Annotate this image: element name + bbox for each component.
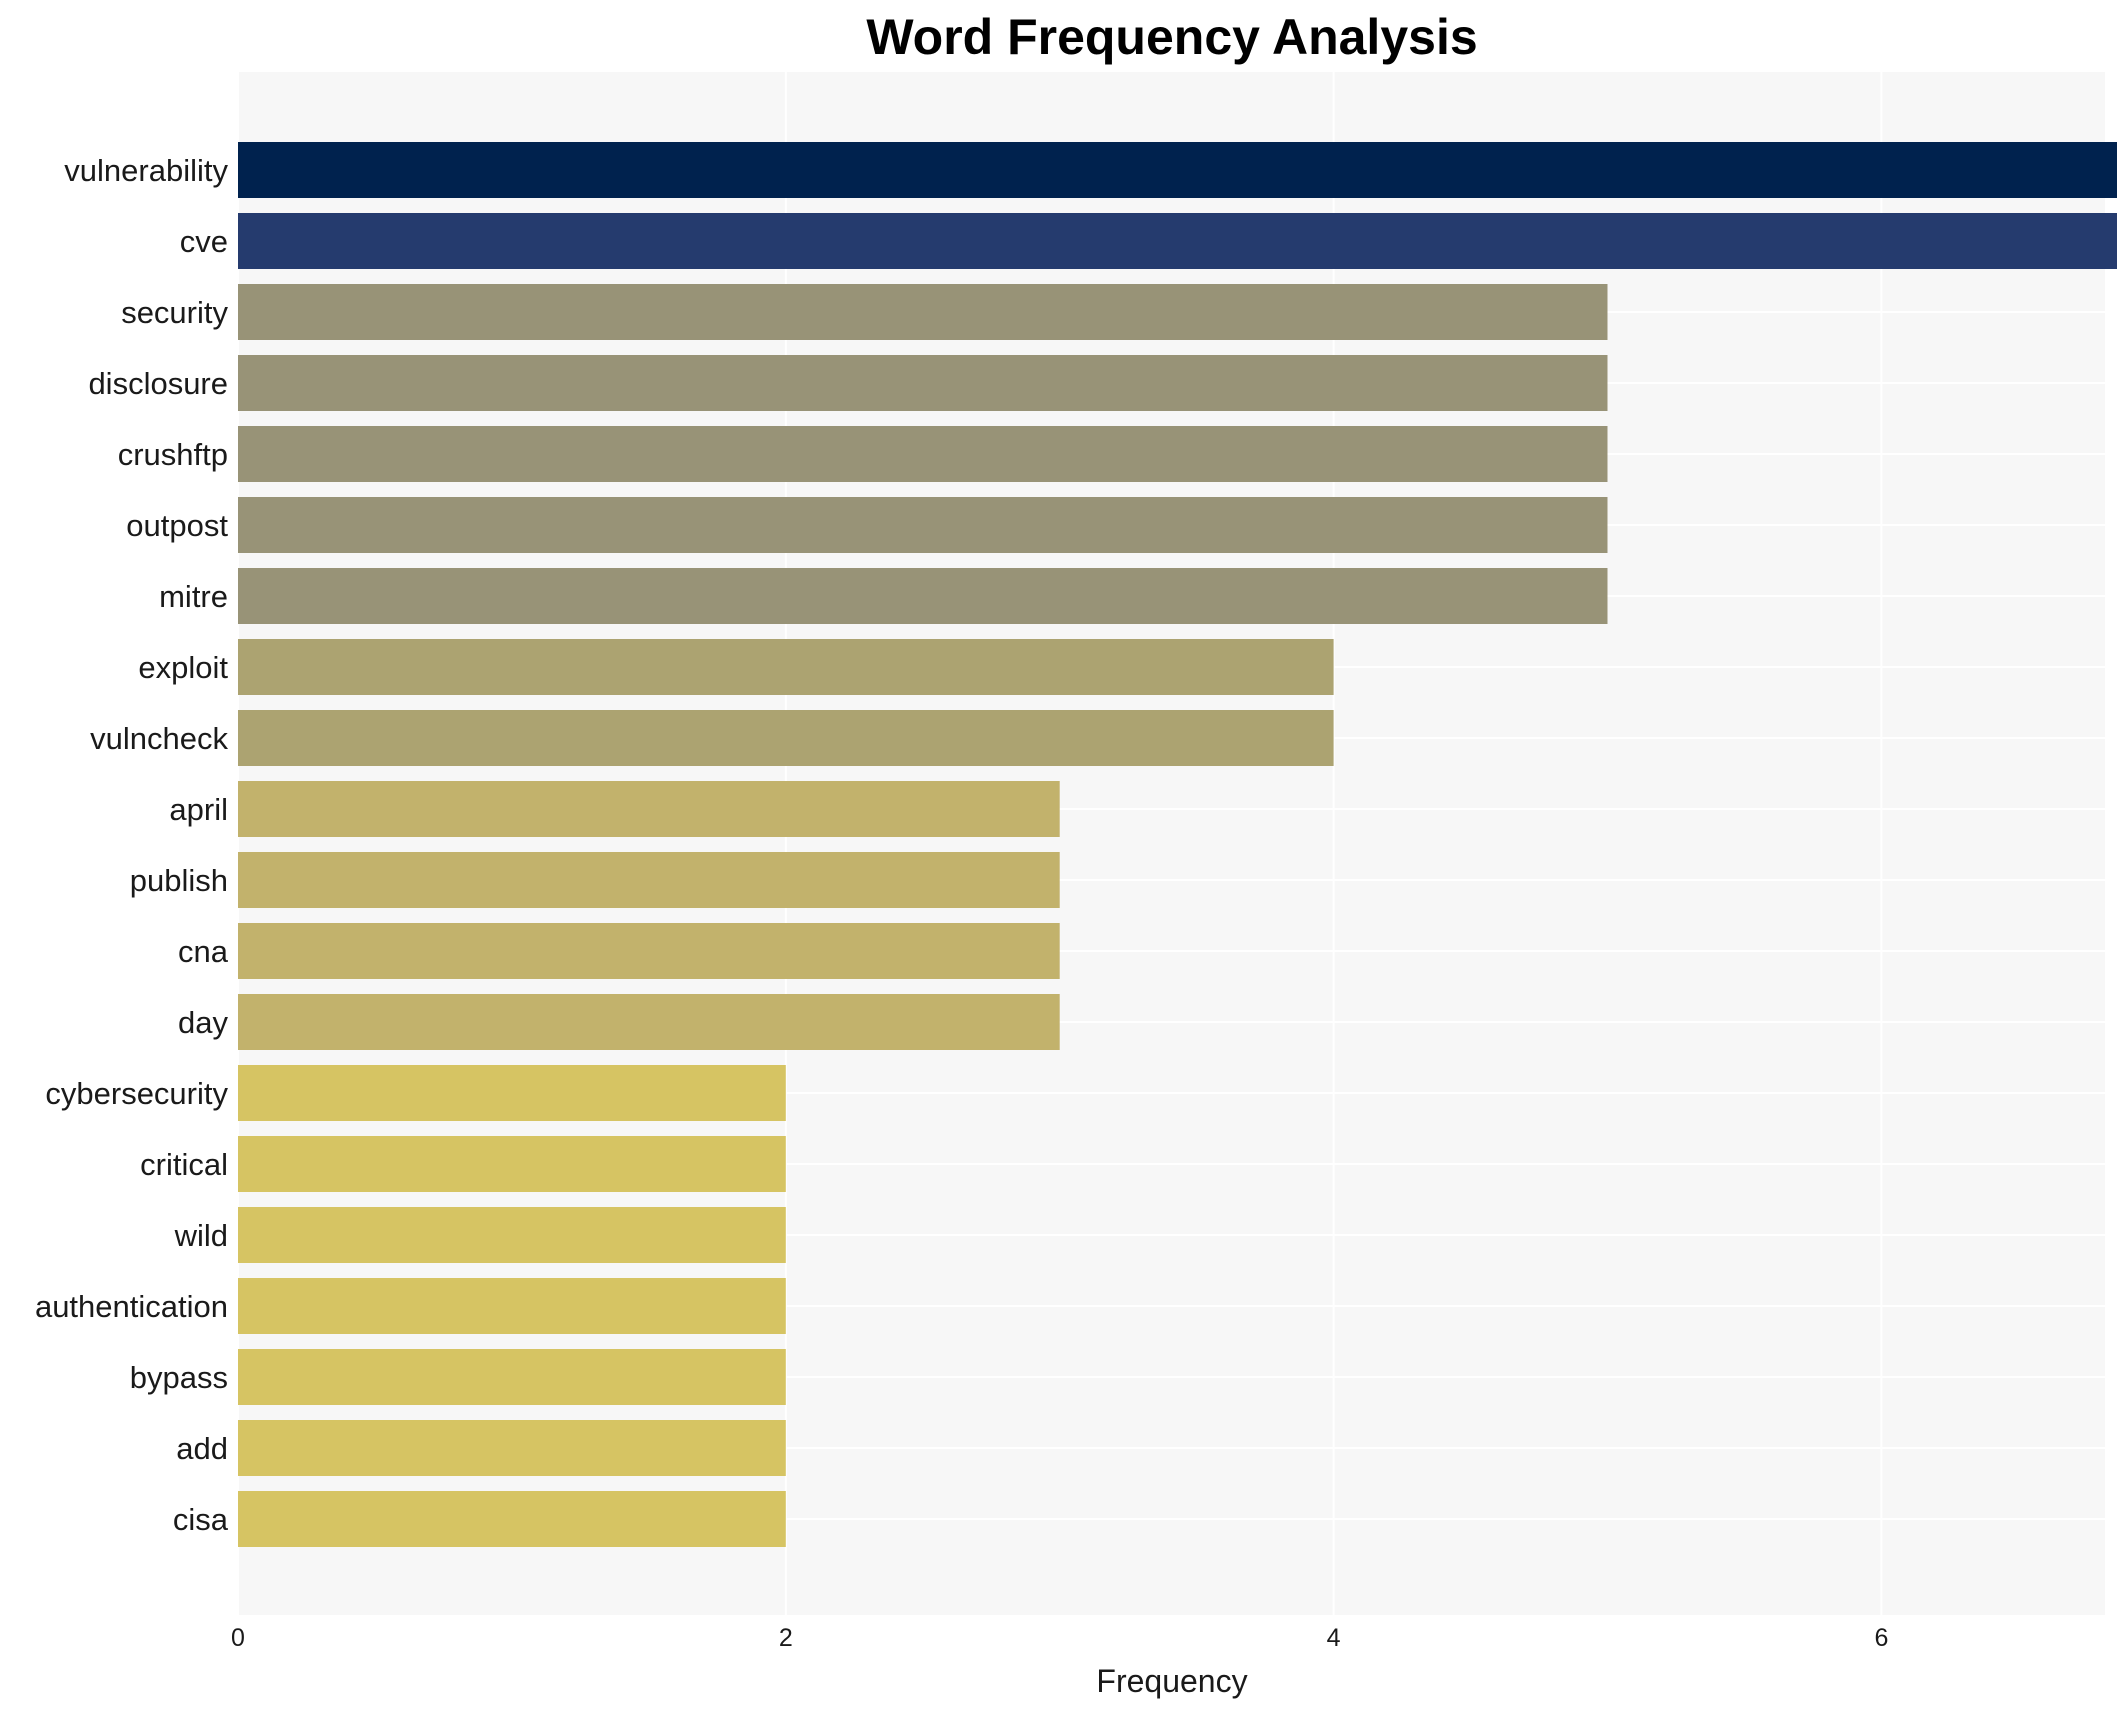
x-axis-ticks: 024681012 xyxy=(231,1624,1888,1652)
category-label-cve: cve xyxy=(180,224,228,259)
category-label-security: security xyxy=(121,295,228,330)
bar-vulnerability xyxy=(238,142,2117,198)
chart-title: Word Frequency Analysis xyxy=(866,9,1477,65)
bar-cybersecurity xyxy=(238,1065,786,1121)
category-label-add: add xyxy=(176,1431,228,1466)
bar-day xyxy=(238,994,1060,1050)
category-label-day: day xyxy=(178,1005,228,1040)
bar-publish xyxy=(238,852,1060,908)
category-label-cna: cna xyxy=(178,934,229,969)
x-tick-label: 6 xyxy=(1874,1624,1888,1652)
bar-add xyxy=(238,1420,786,1476)
bar-wild xyxy=(238,1207,786,1263)
category-label-wild: wild xyxy=(174,1218,228,1253)
category-label-crushftp: crushftp xyxy=(118,437,228,472)
x-tick-label: 0 xyxy=(231,1624,245,1652)
bar-mitre xyxy=(238,568,1608,624)
bar-disclosure xyxy=(238,355,1608,411)
category-label-mitre: mitre xyxy=(159,579,228,614)
bar-authentication xyxy=(238,1278,786,1334)
category-label-bypass: bypass xyxy=(130,1360,228,1395)
bar-bypass xyxy=(238,1349,786,1405)
category-labels: vulnerability cve security disclosure crushf… xyxy=(35,153,229,1537)
bar-exploit xyxy=(238,639,1334,695)
category-label-april: april xyxy=(169,792,228,827)
bar-security xyxy=(238,284,1608,340)
bar-vulncheck xyxy=(238,710,1334,766)
bars xyxy=(238,142,2117,1547)
bar-cve xyxy=(238,213,2117,269)
x-axis-label: Frequency xyxy=(1096,1663,1247,1699)
category-label-exploit: exploit xyxy=(138,650,228,685)
bar-april xyxy=(238,781,1060,837)
bar-cisa xyxy=(238,1491,786,1547)
category-label-cybersecurity: cybersecurity xyxy=(45,1076,228,1111)
bar-outpost xyxy=(238,497,1608,553)
bar-cna xyxy=(238,923,1060,979)
category-label-critical: critical xyxy=(140,1147,228,1182)
category-label-authentication: authentication xyxy=(35,1289,228,1324)
category-label-disclosure: disclosure xyxy=(88,366,228,401)
category-label-vulnerability: vulnerability xyxy=(64,153,228,188)
category-label-publish: publish xyxy=(130,863,228,898)
bar-crushftp xyxy=(238,426,1608,482)
category-label-outpost: outpost xyxy=(126,508,228,543)
category-label-cisa: cisa xyxy=(173,1502,229,1537)
bar-critical xyxy=(238,1136,786,1192)
x-tick-label: 4 xyxy=(1327,1624,1341,1652)
x-tick-label: 2 xyxy=(779,1624,793,1652)
category-label-vulncheck: vulncheck xyxy=(90,721,228,756)
